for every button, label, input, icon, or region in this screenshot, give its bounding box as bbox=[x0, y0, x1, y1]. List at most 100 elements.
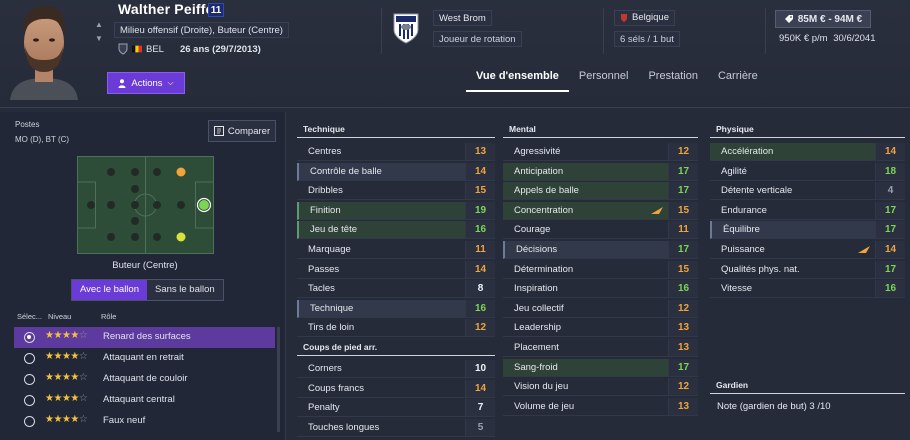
attribute-row[interactable]: Passes 14 bbox=[297, 260, 495, 279]
attribute-row[interactable]: Volume de jeu 13 bbox=[503, 397, 698, 416]
role-row[interactable]: ★★★★☆ Attaquant de couloir bbox=[14, 369, 275, 390]
role-column-header: Rôle bbox=[101, 312, 117, 321]
chevron-up-icon[interactable]: ▲ bbox=[95, 20, 103, 29]
attribute-row[interactable]: Penalty 7 bbox=[297, 399, 495, 418]
role-row[interactable]: ★★★★☆ Attaquant en retrait bbox=[14, 348, 275, 369]
role-radio[interactable] bbox=[24, 416, 35, 427]
chevron-down-icon[interactable]: ▼ bbox=[95, 34, 103, 43]
attribute-name: Qualités phys. nat. bbox=[721, 263, 800, 275]
attribute-value: 12 bbox=[668, 143, 698, 160]
attribute-row[interactable]: Qualités phys. nat. 17 bbox=[710, 260, 905, 279]
role-list: ★★★★☆ Renard des surfaces ★★★★☆ Attaquant e… bbox=[14, 327, 275, 432]
nationality-line: BEL 26 ans (29/7/2013) bbox=[118, 43, 261, 55]
select-column-header: Sélec... bbox=[17, 312, 43, 321]
transfer-value[interactable]: 85M € - 94M € bbox=[775, 10, 871, 28]
role-list-scrollbar[interactable] bbox=[277, 327, 280, 432]
attribute-row[interactable]: Puissance 14 bbox=[710, 241, 905, 259]
positions-value: MO (D), BT (C) bbox=[15, 135, 70, 144]
tab-overview[interactable]: Vue d'ensemble bbox=[466, 66, 569, 92]
attribute-name: Sang-froid bbox=[514, 361, 558, 373]
role-radio[interactable] bbox=[24, 332, 35, 343]
attribute-row[interactable]: Tacles 8 bbox=[297, 280, 495, 299]
attribute-value: 16 bbox=[465, 299, 495, 317]
star-icon: ★ bbox=[53, 351, 62, 362]
star-icon: ★ bbox=[61, 414, 71, 425]
attribute-row[interactable]: Contrôle de balle 14 bbox=[297, 162, 495, 181]
attribute-row[interactable]: Appels de balle 17 bbox=[503, 182, 698, 201]
technique-title: Technique bbox=[303, 124, 345, 134]
position-pitch[interactable] bbox=[77, 156, 214, 254]
attribute-row[interactable]: Inspiration 16 bbox=[503, 280, 698, 299]
attribute-row[interactable]: Agressivité 12 bbox=[503, 143, 698, 161]
attribute-row[interactable]: Sang-froid 17 bbox=[503, 358, 698, 377]
attribute-value: 13 bbox=[668, 397, 698, 415]
role-stars: ★★★★☆ bbox=[45, 372, 88, 383]
attribute-row[interactable]: Corners 10 bbox=[297, 360, 495, 378]
attribute-name: Finition bbox=[310, 204, 341, 216]
attribute-row[interactable]: Technique 16 bbox=[297, 299, 495, 318]
role-row[interactable]: ★★★★☆ Faux neuf bbox=[14, 411, 275, 432]
attribute-row[interactable]: Leadership 13 bbox=[503, 319, 698, 338]
attribute-row[interactable]: Équilibre 17 bbox=[710, 221, 905, 240]
attribute-name: Détermination bbox=[514, 263, 574, 275]
attribute-value: 4 bbox=[875, 182, 905, 200]
role-radio[interactable] bbox=[24, 374, 35, 385]
attribute-name: Agilité bbox=[721, 165, 747, 177]
star-icon: ★ bbox=[61, 372, 71, 383]
attribute-row[interactable]: Jeu de tête 16 bbox=[297, 221, 495, 240]
with-ball-option[interactable]: Avec le ballon bbox=[72, 280, 147, 300]
attribute-row[interactable]: Concentration 15 bbox=[503, 201, 698, 220]
attribute-name: Anticipation bbox=[514, 165, 564, 177]
attribute-value: 15 bbox=[668, 260, 698, 278]
wage-line: 950K € p/m 30/6/2041 bbox=[779, 33, 876, 44]
attribute-row[interactable]: Tirs de loin 12 bbox=[297, 319, 495, 338]
player-name: Walther Peiffer bbox=[118, 1, 220, 17]
tab-performance[interactable]: Prestation bbox=[648, 70, 698, 82]
tab-career[interactable]: Carrière bbox=[717, 70, 758, 82]
attribute-row[interactable]: Placement 13 bbox=[503, 339, 698, 357]
attribute-name: Touches longues bbox=[308, 421, 380, 433]
header-divider bbox=[381, 8, 382, 54]
attribute-row[interactable]: Vitesse 16 bbox=[710, 280, 905, 299]
international-nation[interactable]: Belgique bbox=[614, 10, 675, 26]
attribute-row[interactable]: Touches longues 5 bbox=[297, 418, 495, 437]
star-icon: ☆ bbox=[78, 372, 88, 383]
attribute-value: 17 bbox=[668, 182, 698, 200]
attribute-row[interactable]: Centres 13 bbox=[297, 143, 495, 161]
role-radio[interactable] bbox=[24, 395, 35, 406]
player-nav-arrows[interactable]: ▲ ▼ bbox=[94, 18, 104, 46]
actions-button[interactable]: Actions ⌵ bbox=[107, 72, 185, 94]
attribute-name: Coups francs bbox=[308, 382, 364, 394]
role-radio[interactable] bbox=[24, 353, 35, 364]
attribute-row[interactable]: Anticipation 17 bbox=[503, 162, 698, 181]
attribute-row[interactable]: Marquage 11 bbox=[297, 241, 495, 259]
role-stars: ★★★★☆ bbox=[45, 393, 88, 404]
star-icon: ★ bbox=[70, 372, 79, 383]
attribute-value: 17 bbox=[668, 358, 698, 376]
actions-label: Actions bbox=[131, 77, 163, 89]
attribute-row[interactable]: Finition 19 bbox=[297, 201, 495, 220]
compare-button[interactable]: Comparer bbox=[208, 120, 276, 142]
role-row[interactable]: ★★★★☆ Attaquant central bbox=[14, 390, 275, 411]
attribute-row[interactable]: Courage 11 bbox=[503, 221, 698, 240]
club-name[interactable]: West Brom bbox=[433, 10, 492, 26]
attribute-name: Technique bbox=[310, 302, 354, 314]
tab-personal[interactable]: Personnel bbox=[578, 70, 629, 82]
without-ball-option[interactable]: Sans le ballon bbox=[146, 280, 223, 300]
attribute-row[interactable]: Dribbles 15 bbox=[297, 182, 495, 201]
attribute-row[interactable]: Jeu collectif 12 bbox=[503, 299, 698, 318]
club-crest-icon[interactable] bbox=[392, 12, 420, 44]
positions-panel: Postes MO (D), BT (C) Comparer Buteur (C… bbox=[0, 112, 286, 440]
attribute-value: 16 bbox=[668, 280, 698, 298]
attribute-row[interactable]: Agilité 18 bbox=[710, 162, 905, 181]
attribute-row[interactable]: Vision du jeu 12 bbox=[503, 378, 698, 397]
attribute-row[interactable]: Décisions 17 bbox=[503, 241, 698, 259]
positions-title: Postes bbox=[15, 120, 40, 129]
attribute-row[interactable]: Endurance 17 bbox=[710, 201, 905, 220]
attribute-row[interactable]: Coups francs 14 bbox=[297, 379, 495, 398]
attribute-row[interactable]: Accélération 14 bbox=[710, 143, 905, 161]
role-row[interactable]: ★★★★☆ Renard des surfaces bbox=[14, 327, 275, 348]
attribute-row[interactable]: Détente verticale 4 bbox=[710, 182, 905, 201]
level-column-header: Niveau bbox=[48, 312, 72, 321]
attribute-row[interactable]: Détermination 15 bbox=[503, 260, 698, 279]
